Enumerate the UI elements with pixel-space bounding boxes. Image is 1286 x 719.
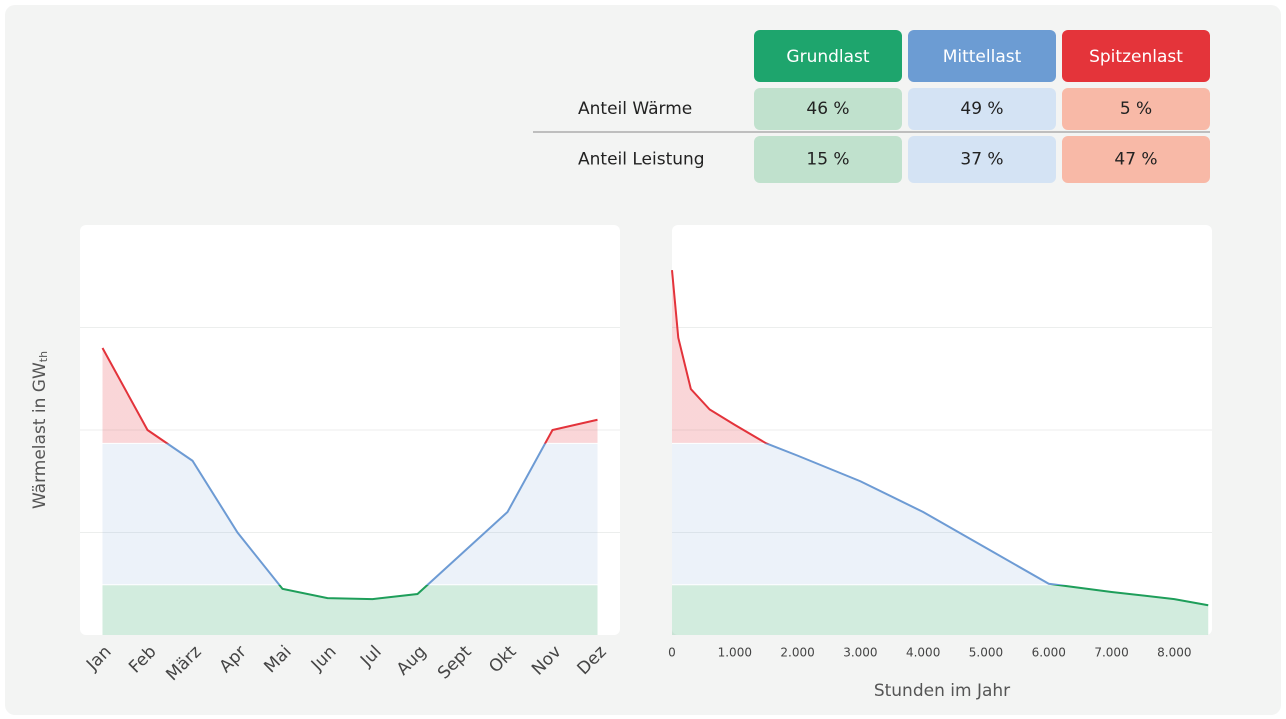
line xyxy=(671,270,1209,607)
row-label: Anteil Wärme xyxy=(578,99,692,119)
x-tick-label: 0 xyxy=(668,646,676,660)
table-cell-value: 47 % xyxy=(1114,150,1157,170)
table-cell-value: 5 % xyxy=(1120,99,1152,119)
column-header xyxy=(908,30,1056,82)
x-tick-label: 7.000 xyxy=(1094,646,1128,660)
x-tick-label: 4.000 xyxy=(906,646,940,660)
table-cell-value: 46 % xyxy=(806,99,849,119)
x-tick-label: 5.000 xyxy=(969,646,1003,660)
x-tick-label: 6.000 xyxy=(1032,646,1066,660)
row-label: Anteil Leistung xyxy=(578,150,705,170)
table-cell xyxy=(754,88,902,130)
table-cell xyxy=(1062,136,1210,183)
x-tick-label: 8.000 xyxy=(1157,646,1191,660)
line xyxy=(101,347,598,601)
y-axis-label: Wärmelast in GWth xyxy=(30,351,50,509)
x-tick-label: 2.000 xyxy=(780,646,814,660)
table-cell xyxy=(754,136,902,183)
table-cell-value: 15 % xyxy=(806,150,849,170)
column-header-label: Spitzenlast xyxy=(1089,47,1183,67)
x-tick-label: 1.000 xyxy=(718,646,752,660)
x-tick-label: 3.000 xyxy=(843,646,877,660)
column-header xyxy=(754,30,902,82)
area xyxy=(102,348,598,635)
column-header xyxy=(1062,30,1210,82)
x-axis-label: Stunden im Jahr xyxy=(874,681,1010,701)
area xyxy=(672,270,1209,635)
table-cell xyxy=(908,88,1056,130)
table-cell-value: 49 % xyxy=(960,99,1003,119)
column-header-label: Grundlast xyxy=(786,47,870,67)
table-cell xyxy=(1062,88,1210,130)
table-cell xyxy=(908,136,1056,183)
table-cell-value: 37 % xyxy=(960,150,1003,170)
column-header-label: Mittellast xyxy=(943,47,1022,67)
